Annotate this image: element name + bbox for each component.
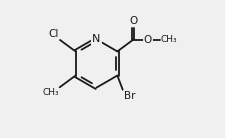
Text: CH₃: CH₃ bbox=[160, 35, 176, 44]
Text: O: O bbox=[143, 35, 151, 45]
Text: Cl: Cl bbox=[48, 29, 59, 39]
Text: O: O bbox=[128, 16, 137, 26]
Text: Br: Br bbox=[123, 91, 135, 101]
Text: N: N bbox=[92, 34, 100, 44]
Text: CH₃: CH₃ bbox=[42, 88, 59, 97]
